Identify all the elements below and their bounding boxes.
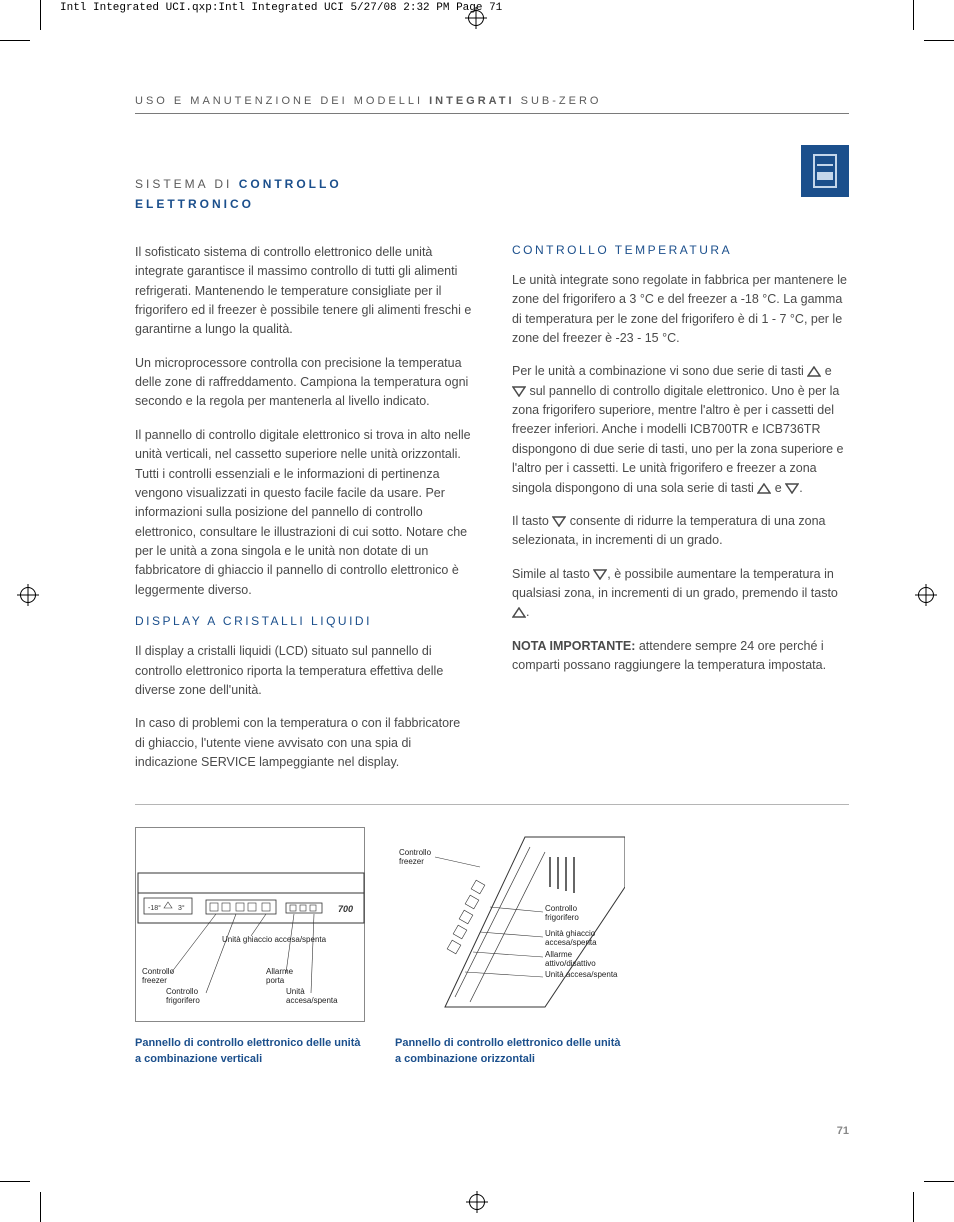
figure-1-caption: Pannello di controllo elettronico delle … [135,1036,365,1068]
figure-2-diagram: Controllo freezer Controllo frigorifero … [395,827,625,1022]
section-title: SISTEMA DI CONTROLLO ELETTRONICO [135,174,849,215]
svg-text:700: 700 [338,904,353,914]
triangle-down-icon [785,483,799,494]
brand-logo [801,145,849,197]
page-content: USO E MANUTENZIONE DEI MODELLI INTEGRATI… [55,55,899,1167]
section-title-pre: SISTEMA DI [135,177,239,191]
registration-mark-left [20,587,36,603]
note-label: NOTA IMPORTANTE: [512,639,635,653]
p2e: . [799,481,802,495]
fig2-label-alarm: Allarme attivo/disattivo [545,951,620,969]
fig2-label-power: Unità accesa/spenta [545,971,620,980]
figure-2: Controllo freezer Controllo frigorifero … [395,827,625,1068]
running-header: USO E MANUTENZIONE DEI MODELLI INTEGRATI… [135,95,849,107]
figure-1-diagram: 700 -18° 3° [135,827,365,1022]
right-column: CONTROLLO TEMPERATURA Le unità integrate… [512,243,849,787]
para-intro-3: Il pannello di controllo digitale elettr… [135,426,472,600]
triangle-down-icon [512,386,526,397]
page-number: 71 [837,1125,849,1137]
fig2-label-ice: Unità ghiaccio accesa/spenta [545,930,620,948]
para-temp-3: Il tasto consente di ridurre la temperat… [512,512,849,551]
para-intro-1: Il sofisticato sistema di controllo elet… [135,243,472,340]
fig1-label-alarm: Allarme porta [266,968,311,986]
p2c: sul pannello di controllo digitale elett… [512,384,843,495]
fig1-label-power: Unità accesa/spenta [286,988,356,1006]
figures-row: 700 -18° 3° [135,827,849,1068]
p2d: e [771,481,785,495]
triangle-up-icon [757,483,771,494]
section-divider [135,804,849,805]
brand-logo-icon [813,154,837,188]
subhead-temp: CONTROLLO TEMPERATURA [512,243,849,257]
fig2-label-freezer: Controllo freezer [399,849,444,867]
triangle-down-icon [593,569,607,580]
para-temp-1: Le unità integrate sono regolate in fabb… [512,271,849,349]
svg-text:3°: 3° [178,904,185,912]
registration-mark-top [468,10,486,28]
section-title-bold2: ELETTRONICO [135,197,254,211]
p3a: Il tasto [512,514,552,528]
two-column-layout: Il sofisticato sistema di controllo elet… [135,243,849,787]
svg-text:-18°: -18° [148,904,161,912]
figure-2-caption: Pannello di controllo elettronico delle … [395,1036,625,1068]
triangle-down-icon [552,516,566,527]
triangle-up-icon [807,366,821,377]
para-lcd-2: In caso di problemi con la temperatura o… [135,714,472,772]
subhead-lcd: DISPLAY A CRISTALLI LIQUIDI [135,614,472,628]
fig1-label-freezer: Controllo freezer [142,968,192,986]
para-intro-2: Un microprocessore controlla con precisi… [135,354,472,412]
fig1-label-fridge: Controllo frigorifero [166,988,221,1006]
header-rule [135,113,849,114]
print-metadata: Intl Integrated UCI.qxp:Intl Integrated … [60,2,502,14]
registration-mark-right [918,587,934,603]
fig1-label-ice: Unità ghiaccio accesa/spenta [222,936,326,945]
p2a: Per le unità a combinazione vi sono due … [512,364,807,378]
triangle-up-icon [512,607,526,618]
para-lcd-1: Il display a cristalli liquidi (LCD) sit… [135,642,472,700]
p2b: e [821,364,831,378]
header-post: SUB-ZERO [515,95,602,107]
para-temp-2: Per le unità a combinazione vi sono due … [512,362,849,498]
para-temp-note: NOTA IMPORTANTE: attendere sempre 24 ore… [512,637,849,676]
p4c: . [526,605,529,619]
para-temp-4: Simile al tasto , è possibile aumentare … [512,565,849,623]
section-title-bold1: CONTROLLO [239,177,342,191]
registration-mark-bottom [469,1194,485,1210]
header-bold: INTEGRATI [429,95,514,107]
figure-1: 700 -18° 3° [135,827,365,1068]
p4a: Simile al tasto [512,567,593,581]
left-column: Il sofisticato sistema di controllo elet… [135,243,472,787]
fig2-label-fridge: Controllo frigorifero [545,905,600,923]
header-pre: USO E MANUTENZIONE DEI MODELLI [135,95,429,107]
